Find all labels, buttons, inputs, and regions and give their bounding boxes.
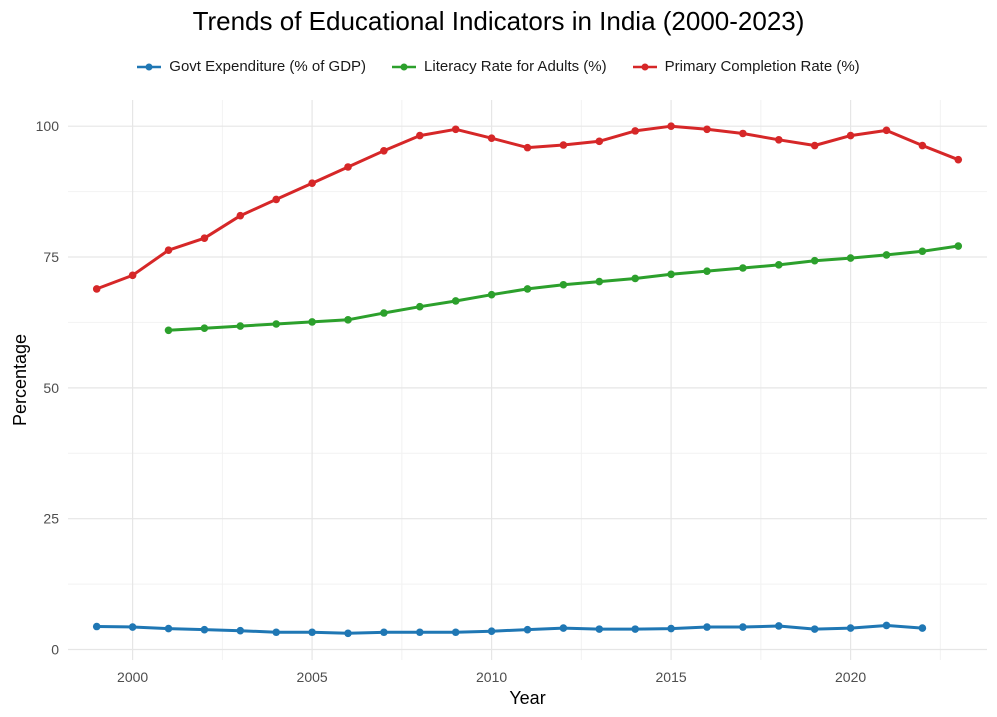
data-point-literacy-rate: [810, 256, 819, 265]
data-point-literacy-rate: [703, 267, 711, 275]
data-point-primary-completion: [451, 125, 460, 134]
legend-key-primary-completion: [632, 63, 657, 70]
data-point-literacy-rate: [451, 297, 460, 305]
data-point-govt-expenditure: [631, 625, 639, 633]
data-point-govt-expenditure: [523, 625, 532, 634]
data-point-primary-completion: [774, 135, 783, 144]
data-point-govt-expenditure: [451, 628, 460, 637]
data-point-govt-expenditure: [703, 623, 711, 631]
data-point-primary-completion: [344, 163, 352, 171]
data-point-primary-completion: [200, 234, 209, 242]
data-point-primary-completion: [487, 134, 496, 143]
data-point-primary-completion: [380, 146, 388, 155]
y-tick-label: 0: [51, 642, 59, 658]
y-axis-title: Percentage: [10, 334, 30, 426]
data-point-govt-expenditure: [308, 628, 316, 637]
data-point-primary-completion: [954, 155, 963, 164]
data-point-govt-expenditure: [739, 623, 747, 631]
data-point-literacy-rate: [236, 322, 245, 330]
legend-label-literacy-rate: Literacy Rate for Adults (%): [424, 58, 607, 75]
y-tick-label: 50: [43, 380, 59, 396]
data-point-primary-completion: [667, 122, 675, 130]
legend-item-literacy-rate: Literacy Rate for Adults (%): [392, 58, 607, 75]
data-point-govt-expenditure: [667, 624, 675, 633]
data-point-primary-completion: [739, 129, 747, 138]
data-point-govt-expenditure: [918, 624, 927, 632]
data-point-literacy-rate: [523, 285, 532, 293]
legend-key-govt-expenditure: [137, 63, 162, 70]
data-point-literacy-rate: [416, 302, 424, 311]
data-point-govt-expenditure: [200, 625, 209, 634]
x-tick-label: 2020: [835, 669, 866, 685]
data-point-govt-expenditure: [344, 629, 352, 638]
data-point-primary-completion: [523, 143, 532, 152]
data-point-govt-expenditure: [882, 621, 891, 630]
series-line-govt-expenditure: [96, 624, 923, 635]
data-point-literacy-rate: [882, 251, 891, 259]
data-point-primary-completion: [308, 179, 316, 188]
legend-item-primary-completion: Primary Completion Rate (%): [632, 58, 860, 75]
data-point-primary-completion: [846, 131, 855, 140]
data-point-primary-completion: [416, 131, 424, 140]
chart-title: Trends of Educational Indicators in Indi…: [192, 6, 805, 36]
legend-key-literacy-rate: [392, 63, 417, 70]
data-point-primary-completion: [128, 271, 137, 280]
data-point-primary-completion: [631, 127, 639, 135]
data-point-primary-completion: [272, 195, 281, 204]
data-point-primary-completion: [595, 137, 604, 146]
data-point-govt-expenditure: [559, 624, 568, 632]
data-point-govt-expenditure: [272, 628, 281, 637]
y-tick-label: 100: [36, 118, 60, 134]
data-point-literacy-rate: [200, 324, 209, 332]
data-point-literacy-rate: [164, 326, 173, 335]
x-tick-label: 2015: [656, 669, 687, 685]
data-point-primary-completion: [918, 141, 927, 150]
data-point-literacy-rate: [380, 309, 388, 317]
data-point-literacy-rate: [595, 277, 604, 286]
data-point-primary-completion: [703, 125, 711, 134]
x-tick-label: 2005: [297, 669, 328, 685]
data-point-primary-completion: [92, 285, 101, 293]
data-point-govt-expenditure: [595, 625, 604, 633]
data-point-govt-expenditure: [380, 628, 388, 637]
y-tick-label: 75: [43, 249, 59, 265]
data-point-literacy-rate: [487, 290, 496, 299]
data-point-literacy-rate: [954, 242, 963, 250]
data-point-govt-expenditure: [164, 624, 173, 633]
data-point-literacy-rate: [344, 316, 352, 324]
x-axis-title: Year: [509, 688, 545, 708]
data-point-govt-expenditure: [416, 628, 424, 637]
data-point-literacy-rate: [774, 261, 783, 269]
data-point-govt-expenditure: [774, 622, 783, 630]
data-point-govt-expenditure: [810, 625, 819, 633]
data-point-govt-expenditure: [846, 624, 855, 632]
data-point-literacy-rate: [559, 280, 568, 289]
data-point-literacy-rate: [739, 264, 747, 272]
legend-item-govt-expenditure: Govt Expenditure (% of GDP): [137, 58, 366, 75]
data-point-primary-completion: [559, 141, 568, 149]
legend-label-primary-completion: Primary Completion Rate (%): [664, 58, 860, 75]
data-point-primary-completion: [882, 126, 891, 135]
data-point-literacy-rate: [631, 274, 639, 283]
legend: Govt Expenditure (% of GDP) Literacy Rat…: [0, 58, 997, 75]
y-tick-label: 25: [43, 511, 59, 527]
x-tick-label: 2010: [476, 669, 507, 685]
data-point-literacy-rate: [667, 270, 675, 279]
x-tick-label: 2000: [117, 669, 148, 685]
data-point-govt-expenditure: [487, 627, 496, 636]
data-point-govt-expenditure: [92, 622, 101, 631]
legend-label-govt-expenditure: Govt Expenditure (% of GDP): [169, 58, 367, 75]
data-point-primary-completion: [810, 141, 819, 150]
data-point-primary-completion: [164, 246, 173, 255]
data-point-literacy-rate: [308, 318, 316, 326]
data-point-govt-expenditure: [128, 623, 137, 631]
data-point-literacy-rate: [272, 320, 281, 328]
data-point-literacy-rate: [918, 247, 927, 256]
data-point-govt-expenditure: [236, 626, 245, 635]
data-point-literacy-rate: [846, 254, 855, 262]
data-point-primary-completion: [236, 211, 245, 220]
